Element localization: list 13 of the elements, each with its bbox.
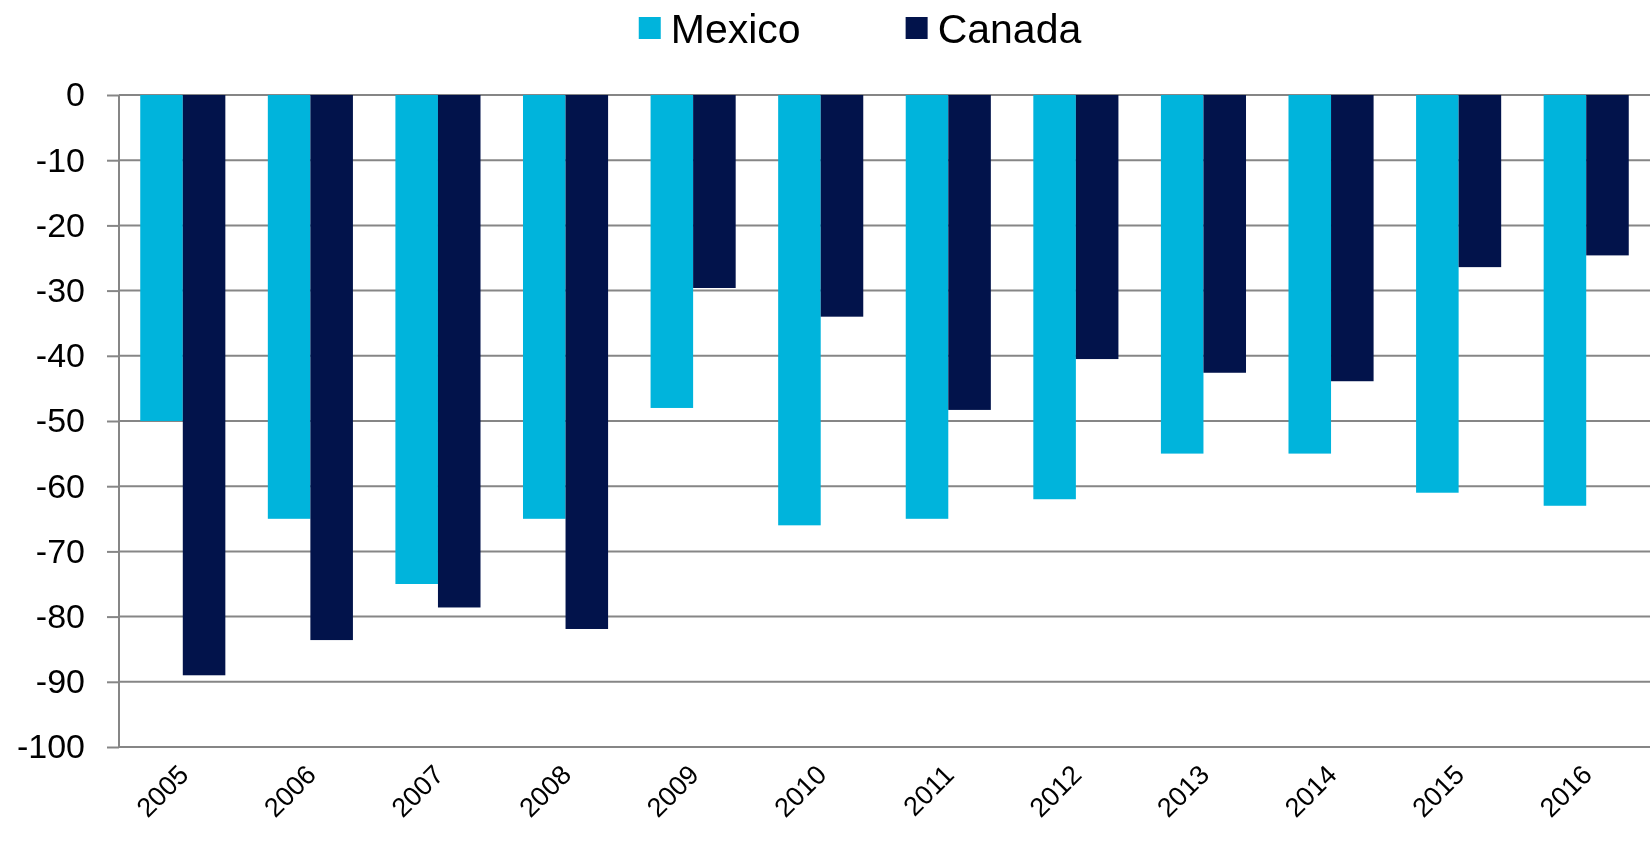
legend-label: Canada xyxy=(937,5,1082,52)
y-tick-label: -30 xyxy=(35,270,85,309)
y-tick-label: -20 xyxy=(35,205,85,244)
y-tick-label: -100 xyxy=(16,727,85,766)
y-tick-label: 0 xyxy=(66,75,85,114)
y-tick-label: -40 xyxy=(35,336,85,375)
y-tick-label: -90 xyxy=(35,662,85,701)
y-tick-label: -80 xyxy=(35,596,85,635)
legend-label: Mexico xyxy=(670,5,801,52)
y-tick-label: -60 xyxy=(35,466,85,505)
y-tick-label: -50 xyxy=(35,401,85,440)
y-tick-label: -10 xyxy=(35,140,85,179)
y-tick-label: -70 xyxy=(35,531,85,570)
